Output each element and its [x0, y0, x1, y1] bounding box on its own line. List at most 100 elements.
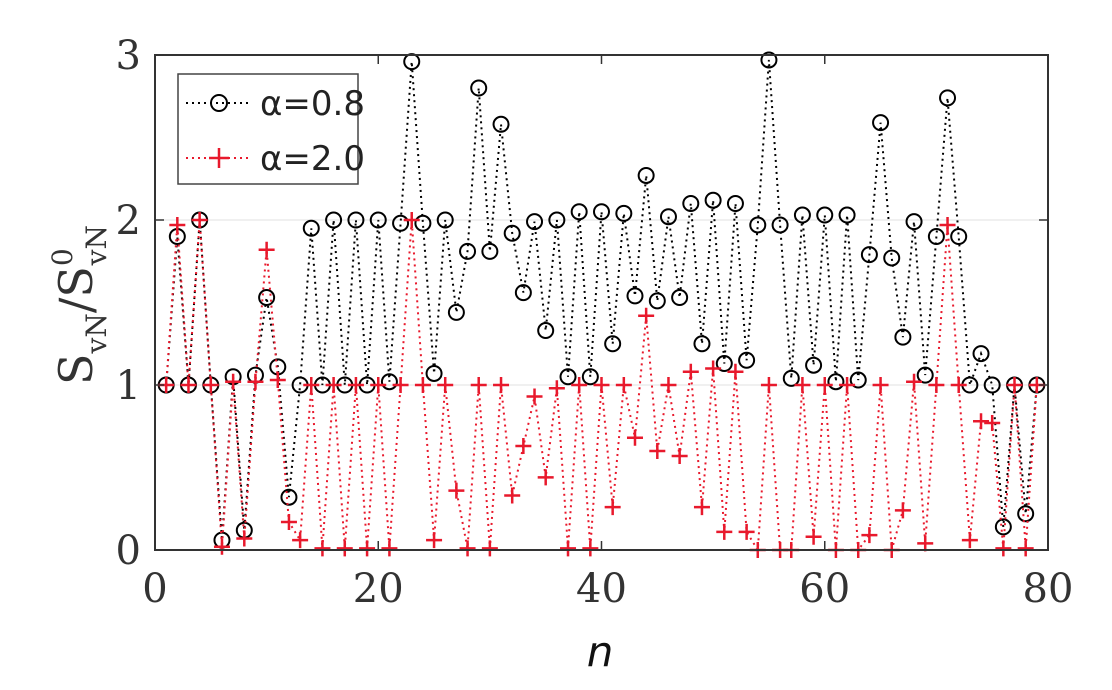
data-point-plus: [917, 535, 934, 552]
svg-text:SvN/S0vN: SvN/S0vN: [46, 225, 113, 385]
data-point-plus: [604, 499, 621, 516]
data-point-circle: [526, 213, 544, 231]
data-point-plus: [928, 377, 945, 393]
data-point-plus: [225, 373, 242, 390]
data-point-plus: [995, 540, 1012, 557]
y-tick-label: 0: [116, 528, 141, 574]
data-point-plus: [615, 377, 632, 393]
data-point-circle: [459, 242, 477, 260]
data-point-circle: [503, 224, 521, 242]
data-point-circle: [805, 356, 823, 374]
data-point-circle: [659, 208, 677, 226]
data-point-circle: [950, 228, 968, 245]
data-point-plus: [247, 373, 264, 390]
data-point-plus: [716, 523, 733, 540]
data-point-plus: [169, 216, 186, 233]
data-point-plus: [392, 377, 409, 393]
data-point-circle: [436, 211, 454, 229]
data-point-plus: [660, 377, 677, 393]
data-point-circle: [838, 206, 856, 224]
data-point-plus: [671, 447, 688, 464]
data-point-plus: [269, 372, 286, 389]
data-point-plus: [950, 377, 967, 393]
data-point-plus: [526, 388, 543, 405]
data-point-circle: [693, 335, 711, 353]
data-point-circle: [849, 371, 867, 389]
data-point-circle: [637, 166, 655, 184]
data-point-plus: [872, 377, 889, 393]
data-point-circle: [626, 287, 644, 305]
data-point-plus: [961, 532, 978, 549]
data-point-circle: [481, 242, 499, 260]
data-point-circle: [302, 219, 320, 237]
x-tick-label: 60: [799, 566, 850, 612]
data-point-plus: [236, 530, 253, 547]
data-point-circle: [939, 89, 957, 107]
data-point-circle: [793, 206, 811, 224]
data-point-circle: [816, 206, 834, 224]
x-tick-label: 0: [142, 566, 167, 612]
y-axis-label: SvN/S0vN: [46, 225, 113, 385]
data-point-circle: [403, 53, 421, 71]
legend-marker-plus: [209, 148, 229, 168]
data-point-circle: [704, 191, 722, 209]
data-point-plus: [638, 307, 655, 324]
data-point-circle: [581, 368, 599, 386]
data-point-circle: [258, 289, 276, 307]
data-point-circle: [682, 195, 700, 212]
data-point-circle: [738, 351, 756, 369]
data-point-circle: [749, 216, 767, 234]
data-point-circle: [671, 289, 689, 307]
data-point-plus: [381, 540, 398, 557]
data-point-circle: [369, 211, 387, 229]
data-point-circle: [570, 203, 588, 221]
data-point-plus: [805, 528, 822, 545]
data-point-circle: [894, 328, 912, 346]
data-point-circle: [615, 204, 633, 222]
data-point-plus: [894, 502, 911, 519]
legend: α=0.8 α=2.0: [177, 73, 365, 185]
data-point-plus: [213, 538, 230, 555]
y-axis-label-slash: /S: [49, 266, 103, 313]
data-point-circle: [559, 368, 577, 386]
y-axis-label-sup: 0: [46, 248, 79, 266]
y-tick-label: 1: [116, 363, 141, 409]
data-point-plus: [459, 540, 476, 557]
data-point-plus: [626, 429, 643, 446]
data-point-circle: [883, 249, 901, 267]
data-point-plus: [426, 532, 443, 549]
data-point-plus: [693, 499, 710, 516]
data-point-plus: [839, 377, 856, 393]
data-point-plus: [537, 469, 554, 486]
data-point-circle: [972, 345, 990, 363]
data-point-plus: [470, 377, 487, 393]
data-point-circle: [548, 211, 566, 229]
data-point-plus: [347, 377, 364, 393]
data-point-plus: [515, 438, 532, 455]
data-point-circle: [414, 214, 432, 232]
data-point-plus: [359, 540, 376, 557]
series-line: [165, 59, 1038, 541]
data-point-plus: [727, 363, 744, 380]
data-point-plus: [682, 363, 699, 380]
data-point-circle: [604, 335, 622, 353]
data-point-circle: [380, 373, 398, 391]
data-point-circle: [994, 518, 1012, 536]
data-point-plus: [548, 380, 565, 397]
legend-label-alpha08: α=0.8: [260, 84, 365, 124]
data-point-circle: [447, 303, 465, 321]
data-point-circle: [771, 216, 789, 234]
x-tick-label: 20: [353, 566, 404, 612]
data-point-plus: [258, 241, 275, 258]
data-point-plus: [325, 377, 342, 393]
data-point-plus: [984, 414, 1001, 431]
data-point-plus: [336, 540, 353, 557]
y-axis-label-sub1: vN: [80, 313, 113, 354]
data-point-plus: [760, 377, 777, 393]
data-point-plus: [560, 540, 577, 557]
legend-box: [177, 73, 359, 185]
data-point-circle: [648, 292, 666, 310]
data-point-circle: [905, 213, 923, 231]
data-point-plus: [414, 377, 431, 393]
data-point-plus: [794, 377, 811, 393]
